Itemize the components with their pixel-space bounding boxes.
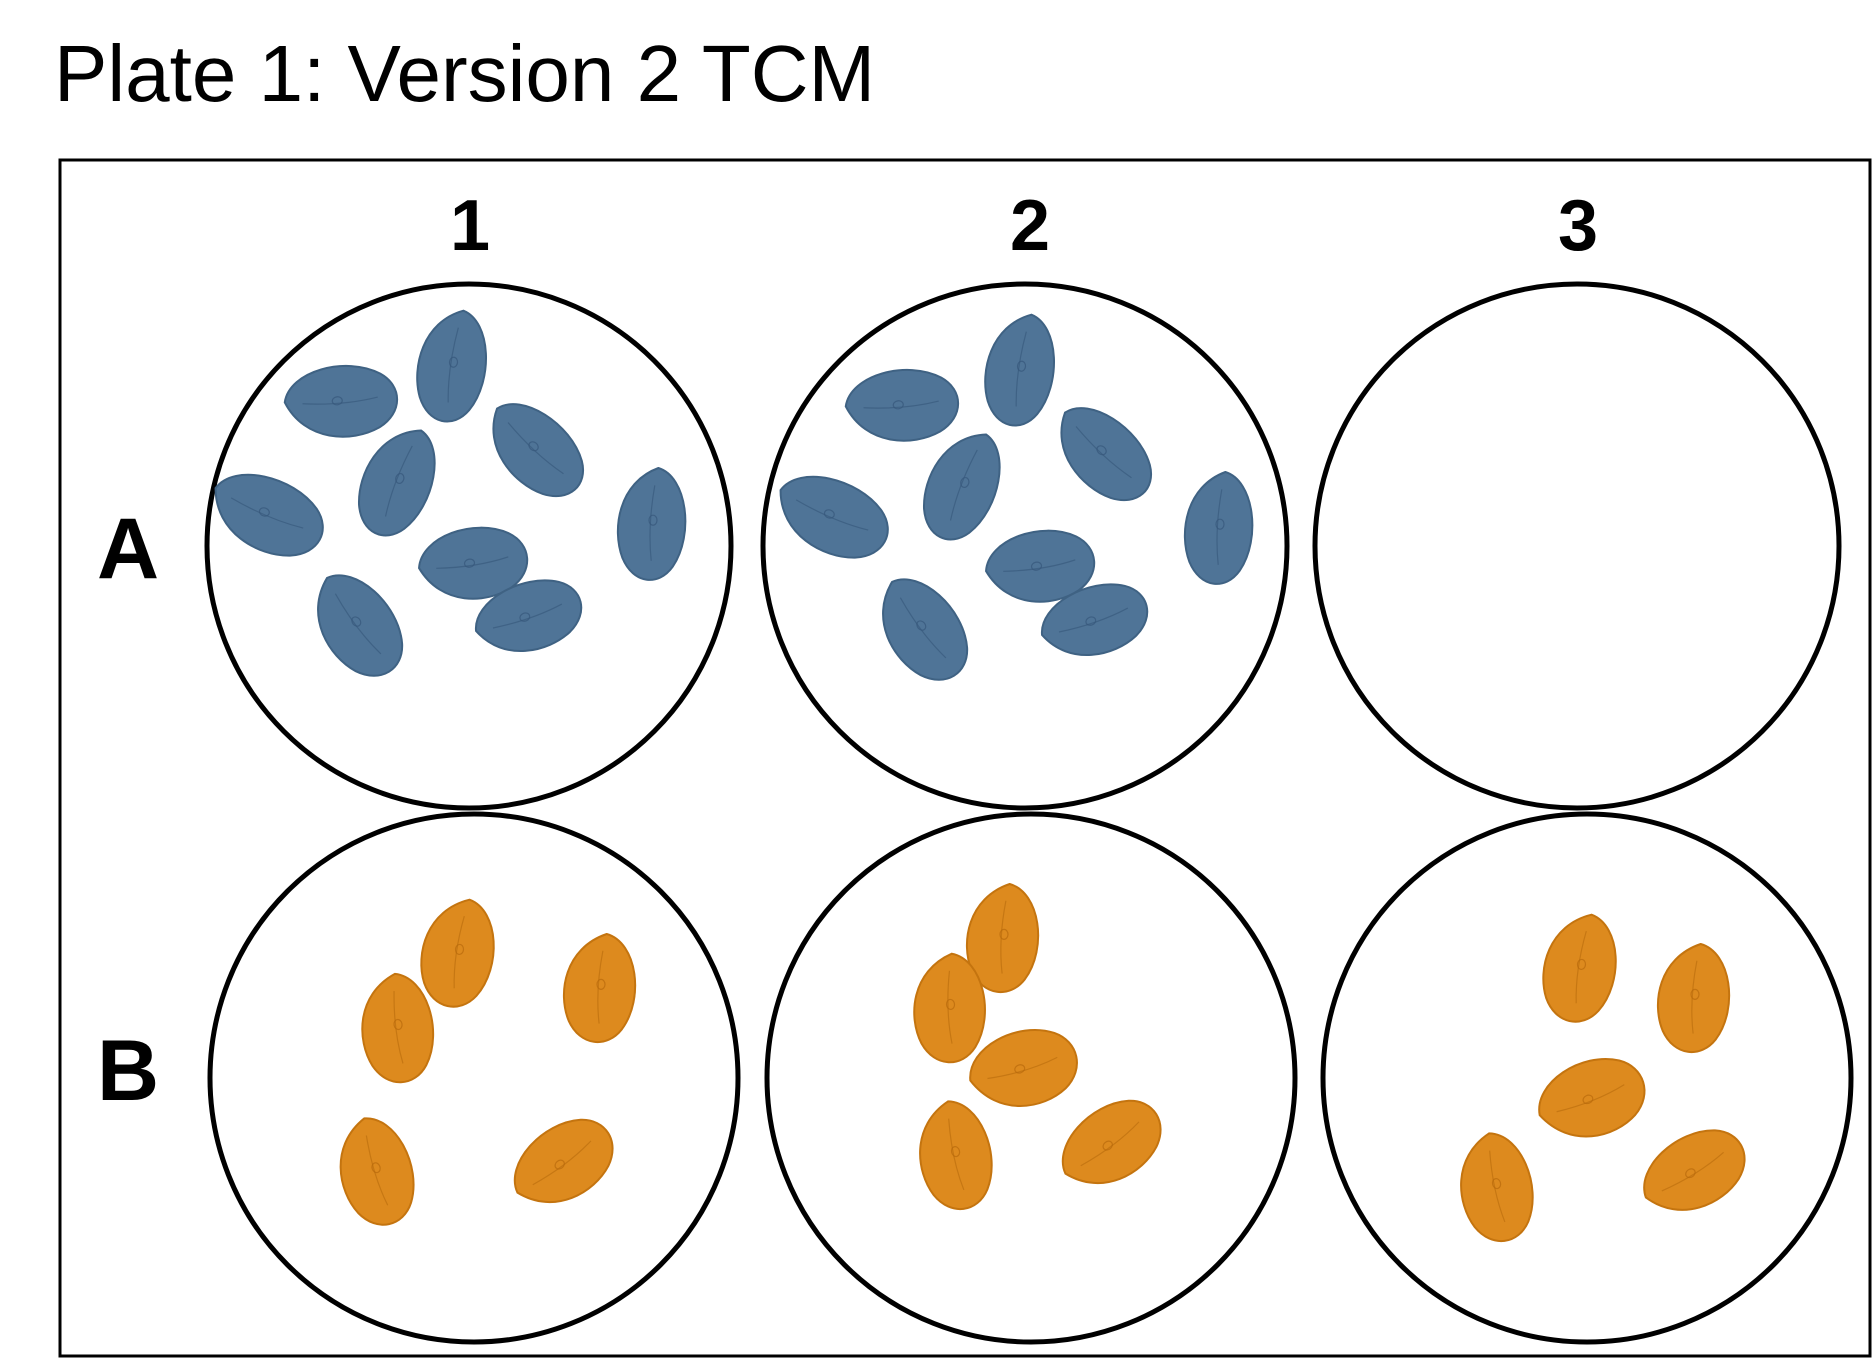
well-b1 [207,811,741,1345]
row-label-b: B [97,1023,159,1119]
blue-seed-a1-5 [358,429,436,537]
orange-seed-b3-2 [1656,942,1731,1054]
blue-seed-a2-4 [779,475,889,559]
plate-title: Plate 1: Version 2 TCM [54,29,876,118]
orange-seed-b2-5 [1061,1099,1162,1185]
orange-seed-b3-4 [1460,1132,1534,1243]
blue-seed-a2-5 [923,433,1001,541]
orange-seed-b2-4 [919,1100,993,1211]
well-a3 [1312,281,1842,811]
blue-seed-a2-3 [1060,407,1153,501]
orange-seed-b1-3 [361,972,435,1084]
blue-seed-a1-8 [475,579,583,653]
well-a2 [760,281,1290,811]
blue-seed-a1-1 [283,365,398,438]
blue-seed-a1-9 [616,466,687,581]
blue-seed-a2-9 [1183,470,1254,585]
blue-seed-a1-6 [418,526,529,600]
orange-seed-b3-1 [1542,913,1617,1023]
well-b3 [1320,811,1854,1345]
orange-seed-b2-3 [969,1028,1078,1107]
orange-seed-b1-1 [420,898,495,1008]
column-label-2: 2 [1010,186,1050,266]
blue-seed-a1-2 [416,309,487,423]
blue-seed-a2-8 [1041,583,1149,657]
row-label-a: A [97,501,159,597]
orange-seed-b1-5 [513,1118,614,1204]
blue-seed-a2-6 [985,529,1096,603]
blue-seed-a2-2 [984,313,1055,427]
orange-seed-b3-5 [1643,1129,1746,1211]
well-a1 [204,281,734,811]
wells [204,281,1854,1345]
blue-seed-a1-7 [317,574,404,677]
well-outline-a3 [1312,281,1842,811]
column-label-3: 3 [1558,186,1598,266]
blue-seed-a1-4 [214,473,324,557]
orange-seed-b3-3 [1538,1058,1646,1138]
orange-seed-b1-4 [339,1117,415,1226]
column-label-1: 1 [450,186,490,266]
blue-seed-a2-7 [882,578,969,681]
blue-seed-a1-3 [492,403,585,497]
well-outline-b1 [207,811,741,1345]
plate-border [58,158,1872,1358]
blue-seed-a2-1 [844,369,959,442]
orange-seed-b2-2 [913,952,986,1064]
orange-seed-b1-2 [562,932,637,1044]
well-b2 [764,811,1298,1345]
orange-seed-b2-1 [965,882,1040,994]
